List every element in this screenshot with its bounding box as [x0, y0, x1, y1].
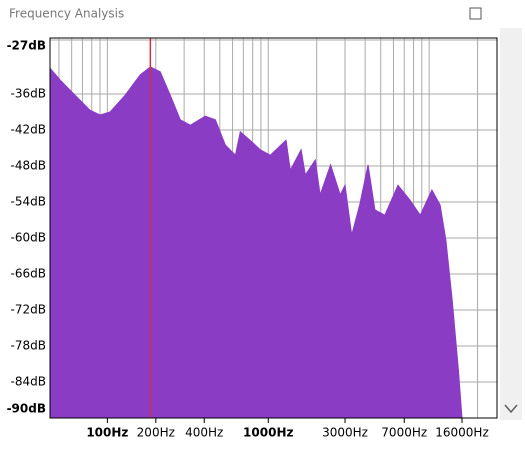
plot-frame [49, 37, 498, 419]
y-tick-label: -60dB [11, 231, 46, 245]
scrollbar[interactable] [500, 28, 522, 420]
x-tick-label: 1000Hz [243, 426, 293, 440]
y-tick-label: -42dB [11, 123, 46, 137]
window-title: Frequency Analysis [9, 7, 124, 21]
scroll-arrow[interactable] [504, 404, 518, 414]
spectrum-area [49, 66, 463, 419]
x-tick-label: 3000Hz [322, 426, 368, 440]
y-tick-label: -90dB [7, 402, 46, 416]
y-tick-label: -54dB [11, 195, 46, 209]
x-tick-label: 200Hz [137, 426, 175, 440]
y-tick-label: -78dB [11, 339, 46, 353]
y-tick-label: -36dB [11, 87, 46, 101]
x-tick-label: 100Hz [86, 426, 128, 440]
x-tick-label: 7000Hz [381, 426, 427, 440]
y-tick-label: -66dB [11, 267, 46, 281]
y-tick-label: -27dB [7, 39, 46, 53]
x-tick-label: 400Hz [185, 426, 223, 440]
y-tick-label: -72dB [11, 303, 46, 317]
x-tick-label: 16000Hz [435, 426, 489, 440]
maximize-button[interactable] [469, 7, 482, 20]
y-tick-label: -48dB [11, 159, 46, 173]
y-tick-label: -84dB [11, 375, 46, 389]
